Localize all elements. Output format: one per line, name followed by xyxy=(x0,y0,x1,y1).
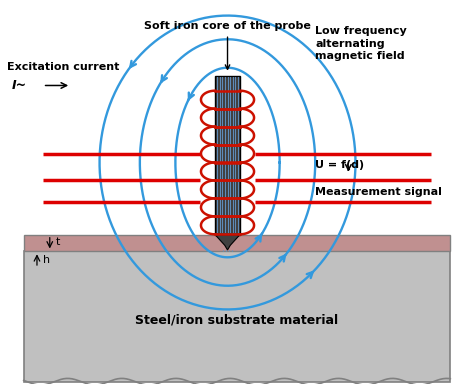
Text: I~: I~ xyxy=(12,79,27,92)
Polygon shape xyxy=(215,235,240,250)
Text: Soft iron core of the probe: Soft iron core of the probe xyxy=(144,21,311,69)
Text: Measurement signal: Measurement signal xyxy=(315,187,442,197)
Text: h: h xyxy=(43,255,50,265)
Text: U = f(d): U = f(d) xyxy=(315,160,365,170)
Text: Excitation current: Excitation current xyxy=(7,61,119,72)
Bar xyxy=(24,235,450,251)
Bar xyxy=(215,76,240,235)
Text: Low frequency
alternating
magnetic field: Low frequency alternating magnetic field xyxy=(315,26,407,61)
Text: t: t xyxy=(55,237,60,247)
Bar xyxy=(24,251,450,382)
Text: Steel/iron substrate material: Steel/iron substrate material xyxy=(136,314,338,327)
